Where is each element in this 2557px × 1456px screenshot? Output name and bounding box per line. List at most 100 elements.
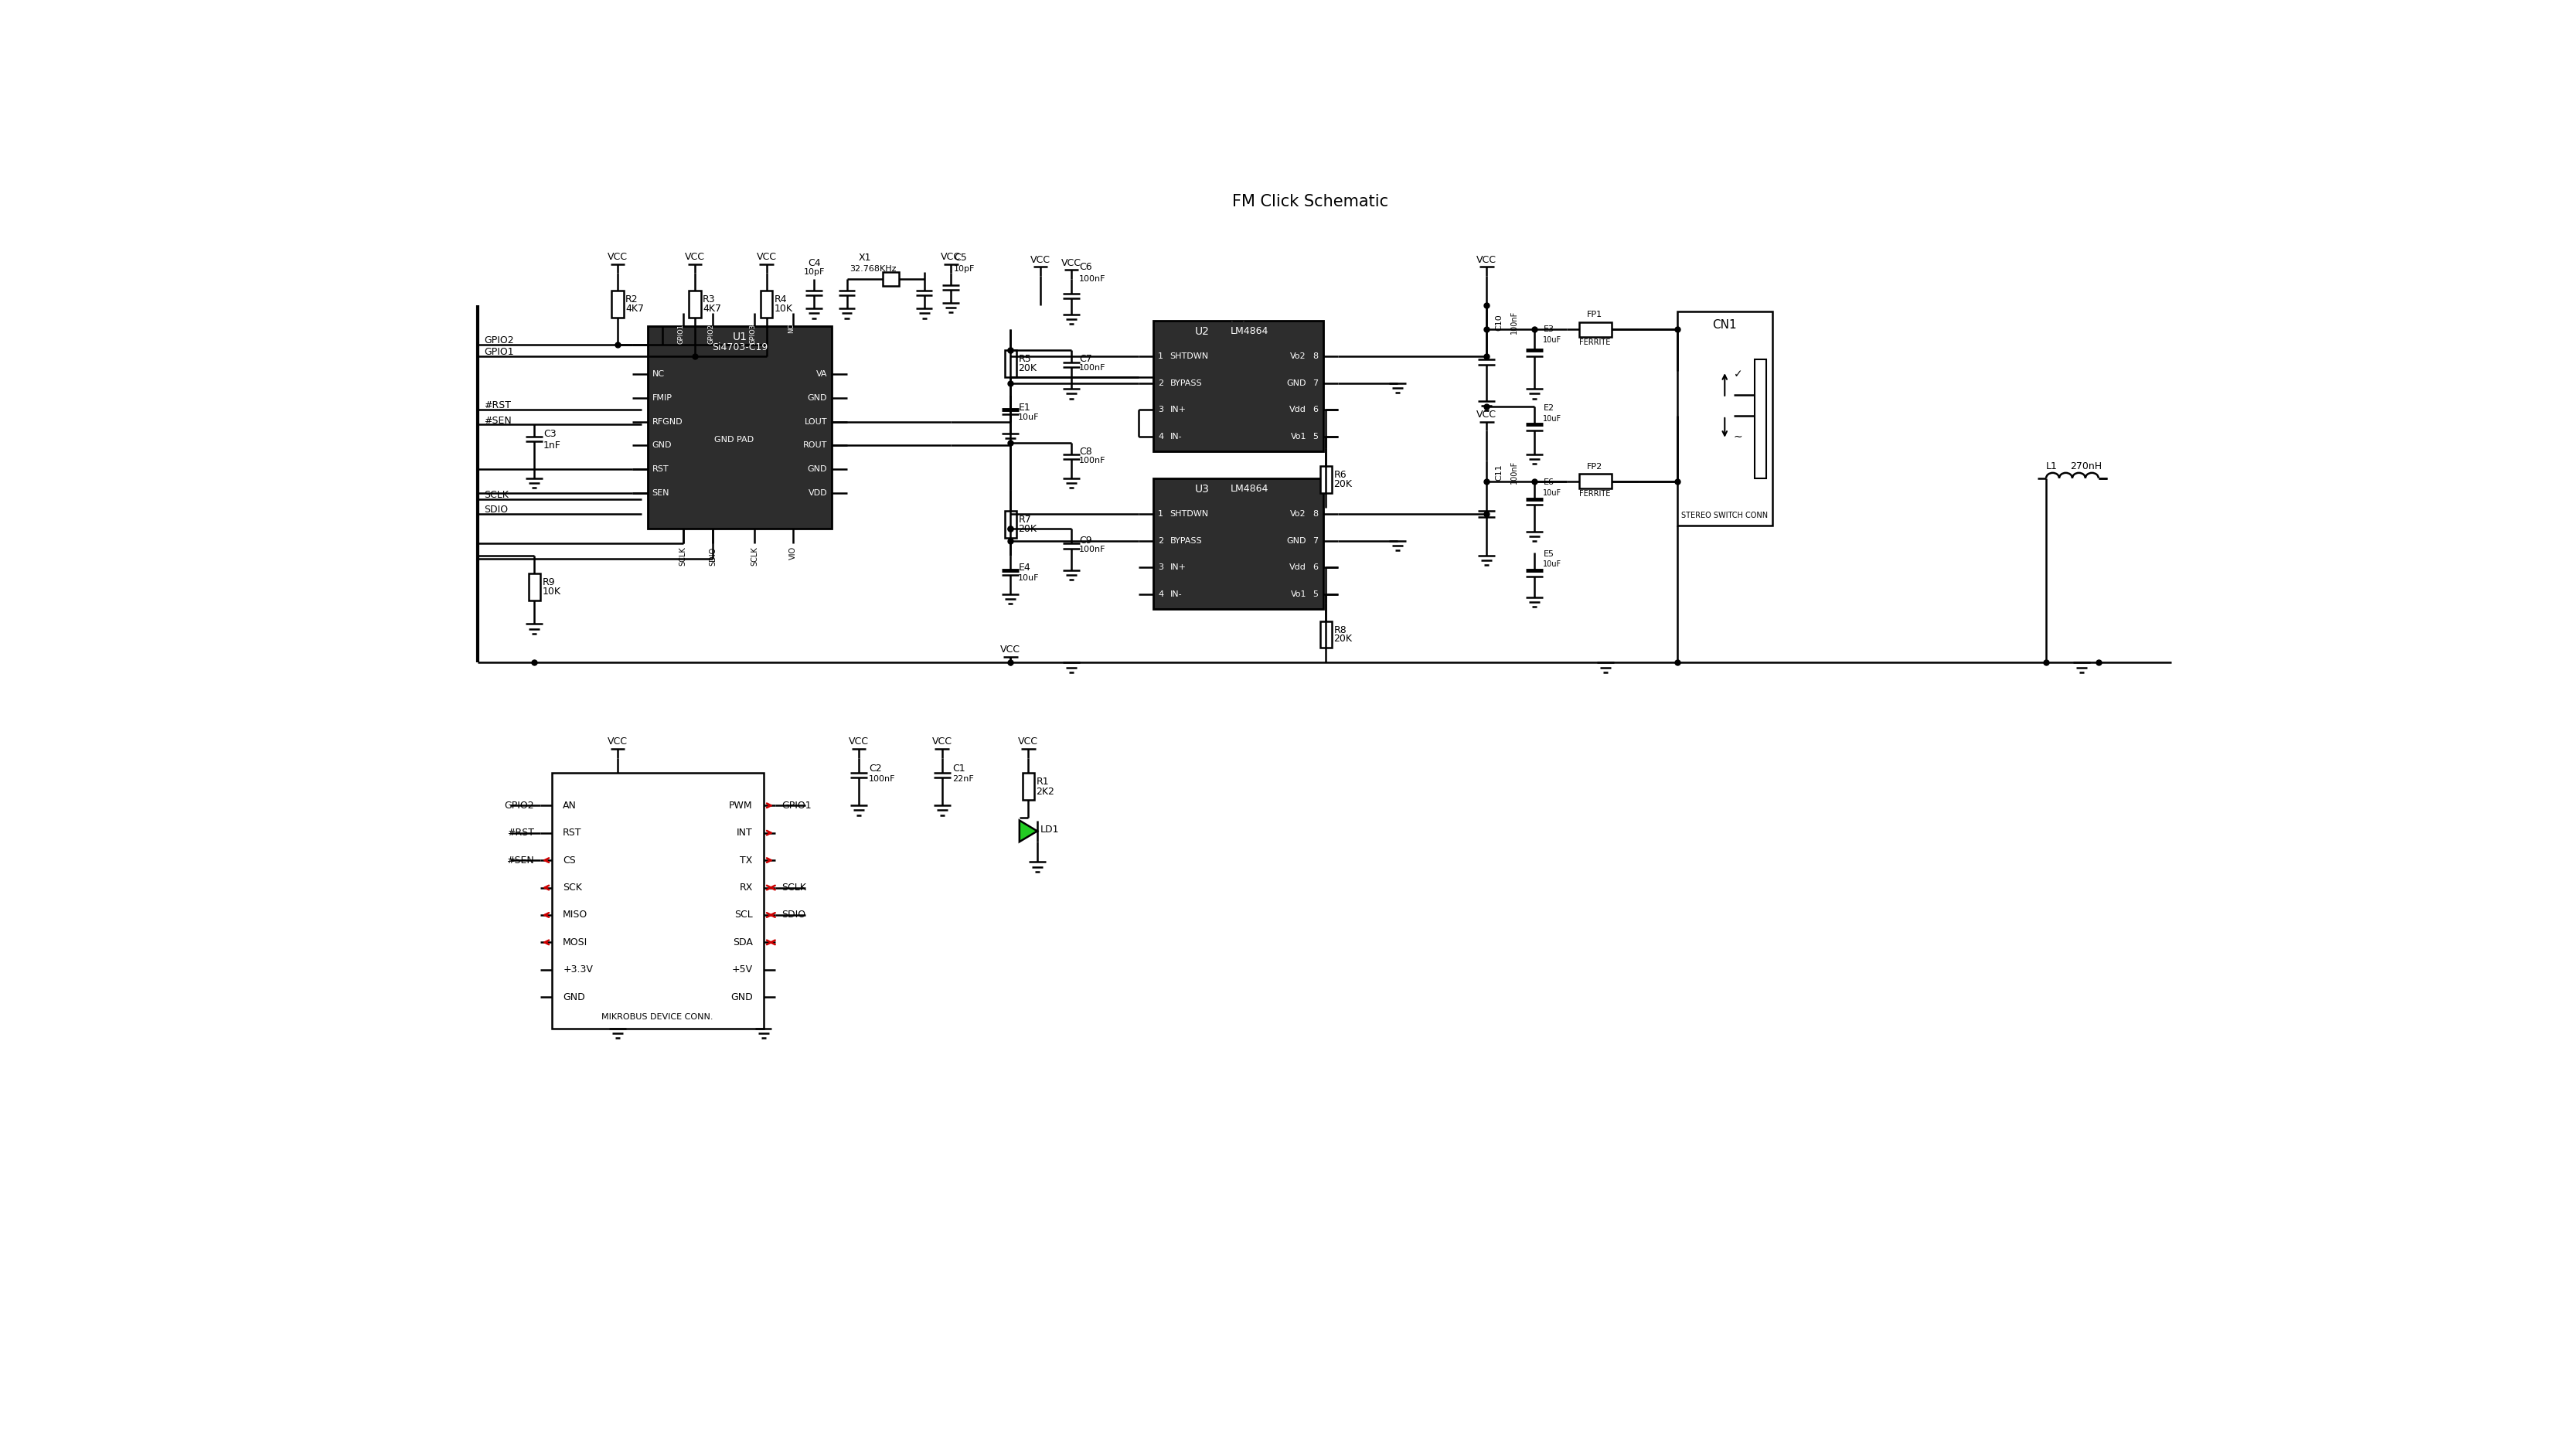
- Text: 4: 4: [1158, 432, 1163, 440]
- Text: 3: 3: [1158, 563, 1163, 571]
- Text: IN+: IN+: [1171, 406, 1186, 414]
- Text: IN-: IN-: [1171, 432, 1181, 440]
- Text: #RST: #RST: [483, 400, 511, 411]
- Bar: [1319, 622, 1332, 648]
- Text: C10: C10: [1496, 314, 1504, 331]
- Text: BYPASS: BYPASS: [1171, 537, 1202, 545]
- Text: C7: C7: [1079, 354, 1092, 364]
- Text: Vo2: Vo2: [1291, 510, 1307, 518]
- Text: Vo1: Vo1: [1291, 590, 1307, 598]
- Bar: [1005, 351, 1018, 377]
- Text: 10pF: 10pF: [954, 265, 974, 272]
- Text: 10uF: 10uF: [1544, 561, 1562, 568]
- Text: Vdd: Vdd: [1289, 406, 1307, 414]
- Text: GND: GND: [808, 395, 826, 402]
- Text: E5: E5: [1544, 550, 1555, 558]
- Text: 20K: 20K: [1335, 633, 1353, 644]
- Text: SCL: SCL: [734, 910, 752, 920]
- Text: FM Click Schematic: FM Click Schematic: [1232, 194, 1388, 210]
- Text: SDIO: SDIO: [483, 505, 509, 515]
- Text: INT: INT: [736, 828, 752, 837]
- Text: R2: R2: [626, 294, 639, 304]
- Text: 10K: 10K: [542, 587, 560, 597]
- Text: R5: R5: [1018, 354, 1030, 364]
- Text: 10uF: 10uF: [1544, 336, 1562, 344]
- Text: U2: U2: [1194, 326, 1209, 336]
- Text: C8: C8: [1079, 447, 1092, 456]
- Text: Vo2: Vo2: [1291, 352, 1307, 360]
- Text: BYPASS: BYPASS: [1171, 379, 1202, 387]
- Text: GPIO2: GPIO2: [708, 323, 713, 344]
- Text: E1: E1: [1018, 403, 1030, 414]
- Text: U1: U1: [731, 332, 747, 342]
- Text: 5: 5: [1312, 432, 1319, 440]
- Bar: [1754, 360, 1767, 478]
- Text: FMIP: FMIP: [652, 395, 672, 402]
- Text: GPIO3: GPIO3: [749, 323, 757, 344]
- Text: GPIO1: GPIO1: [483, 347, 514, 357]
- Text: R4: R4: [775, 294, 788, 304]
- Text: 6: 6: [1312, 406, 1319, 414]
- Text: SCLK: SCLK: [680, 546, 688, 566]
- Text: GND: GND: [563, 992, 586, 1002]
- Text: LM4864: LM4864: [1230, 326, 1268, 336]
- Text: L1: L1: [2046, 462, 2058, 472]
- Text: MOSI: MOSI: [563, 938, 588, 948]
- Bar: [1677, 312, 1772, 526]
- Bar: [529, 574, 540, 600]
- Polygon shape: [1020, 820, 1038, 842]
- Text: 5: 5: [1312, 590, 1319, 598]
- Text: VCC: VCC: [609, 252, 626, 262]
- Text: Vdd: Vdd: [1289, 563, 1307, 571]
- Bar: [1023, 773, 1033, 799]
- Text: #SEN: #SEN: [483, 415, 511, 425]
- Text: C1: C1: [951, 763, 964, 773]
- Text: 20K: 20K: [1018, 363, 1036, 373]
- Text: VCC: VCC: [1475, 255, 1496, 265]
- Text: R1: R1: [1036, 776, 1048, 786]
- Text: VCC: VCC: [1018, 737, 1038, 747]
- Text: R9: R9: [542, 578, 555, 587]
- Text: #SEN: #SEN: [506, 855, 534, 865]
- Text: 2K2: 2K2: [1036, 786, 1053, 796]
- Text: CS: CS: [563, 855, 575, 865]
- Text: 100nF: 100nF: [1079, 275, 1105, 282]
- Text: IN+: IN+: [1171, 563, 1186, 571]
- Text: 1: 1: [1158, 352, 1163, 360]
- Text: MISO: MISO: [563, 910, 588, 920]
- Text: VCC: VCC: [757, 252, 777, 262]
- Text: C11: C11: [1496, 464, 1504, 480]
- Text: 7: 7: [1312, 537, 1319, 545]
- Text: VCC: VCC: [1061, 258, 1082, 268]
- Text: 4: 4: [1158, 590, 1163, 598]
- Text: IN-: IN-: [1171, 590, 1181, 598]
- Text: U3: U3: [1194, 483, 1209, 495]
- Text: SCK: SCK: [563, 882, 583, 893]
- Text: GPIO2: GPIO2: [504, 801, 534, 811]
- Text: GND: GND: [652, 441, 672, 450]
- Text: SHTDWN: SHTDWN: [1171, 352, 1209, 360]
- Text: C9: C9: [1079, 536, 1092, 546]
- Text: 10pF: 10pF: [803, 268, 826, 275]
- Text: 100nF: 100nF: [869, 775, 895, 782]
- Text: AN: AN: [563, 801, 578, 811]
- Text: R6: R6: [1335, 470, 1348, 480]
- Text: 10K: 10K: [775, 304, 793, 313]
- Text: E4: E4: [1018, 562, 1030, 572]
- Text: VIO: VIO: [790, 546, 798, 561]
- Text: CN1: CN1: [1713, 319, 1736, 331]
- Text: TX: TX: [739, 855, 752, 865]
- Text: RST: RST: [652, 466, 670, 473]
- Text: VDD: VDD: [808, 489, 826, 496]
- Text: E6: E6: [1544, 479, 1555, 486]
- Text: 100nF: 100nF: [1079, 364, 1105, 371]
- Text: ✓: ✓: [1734, 368, 1744, 380]
- Bar: [1153, 478, 1322, 609]
- Text: SCLK: SCLK: [782, 882, 805, 893]
- Text: 100nF: 100nF: [1079, 546, 1105, 553]
- Text: X1: X1: [859, 253, 872, 264]
- Text: 100nF: 100nF: [1511, 460, 1519, 483]
- Text: VCC: VCC: [685, 252, 706, 262]
- Text: LD1: LD1: [1041, 824, 1059, 834]
- Bar: [882, 272, 900, 285]
